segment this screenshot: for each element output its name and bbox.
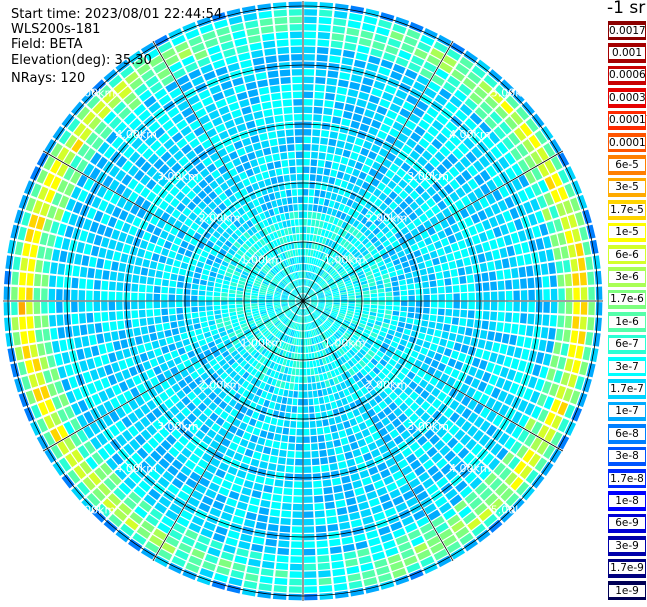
colorbar-level: 6e-9 — [607, 512, 647, 535]
colorbar-level-label: 3e-7 — [609, 360, 645, 373]
colorbar-level: 1e-6 — [607, 311, 647, 333]
colorbar-level: 3e-6 — [607, 266, 647, 288]
colorbar-level-label: 0.0006 — [609, 69, 646, 82]
elevation-label: Elevation(deg): 35.30 — [11, 53, 152, 68]
colorbar-level: 1.7e-9 — [607, 557, 647, 579]
colorbar-level-label: 3e-9 — [609, 539, 645, 552]
range-ring-label: 3.00km — [157, 420, 199, 433]
colorbar-level: 1.7e-6 — [607, 288, 647, 311]
range-ring-label: 5.00km — [491, 86, 533, 99]
range-ring-label: 1.00km — [240, 253, 282, 266]
range-ring-label: 3.00km — [157, 170, 199, 183]
colorbar-level-label: 1.7e-7 — [609, 383, 645, 396]
range-ring-label: 3.00km — [407, 420, 449, 433]
colorbar-level-label: 0.0001 — [609, 136, 646, 149]
colorbar-level: 1e-5 — [607, 221, 647, 243]
colorbar-level-label: 0.00017 — [609, 114, 647, 127]
colorbar-level-label: 0.001 — [609, 47, 645, 60]
colorbar-level: 3e-8 — [607, 445, 647, 467]
range-ring-label: 1.00km — [324, 253, 366, 266]
colorbar-level: 0.00017 — [607, 109, 647, 131]
colorbar-level-label: 6e-7 — [609, 338, 645, 351]
colorbar-level: 3e-9 — [607, 535, 647, 557]
colorbar-level-label: 1e-9 — [609, 584, 645, 597]
colorbar-level: 0.0003 — [607, 87, 647, 109]
field-label: Field: BETA — [11, 37, 83, 52]
range-ring-label: 1.00km — [240, 337, 282, 350]
range-ring-label: 4.00km — [115, 128, 157, 141]
range-ring-label: 2.00km — [366, 212, 408, 225]
colorbar-level: 3e-5 — [607, 176, 647, 199]
range-ring-label: 4.00km — [115, 462, 157, 475]
colorbar-level-label: 3e-5 — [609, 181, 645, 194]
colorbar-level: 6e-5 — [607, 154, 647, 176]
colorbar-level-label: 6e-8 — [609, 427, 645, 440]
range-ring-label: 5.00km — [74, 86, 116, 99]
colorbar-level-label: 6e-9 — [609, 517, 645, 530]
colorbar-unit-label: -1 sr — [607, 0, 646, 18]
colorbar-level: 1.7e-7 — [607, 378, 647, 400]
colorbar-level-label: 0.0003 — [609, 91, 646, 104]
colorbar-level: 3e-7 — [607, 356, 647, 378]
range-ring-label: 2.00km — [199, 378, 241, 391]
start-time-label: Start time: 2023/08/01 22:44:54 — [11, 7, 223, 22]
colorbar-level-label: 1.7e-9 — [609, 562, 645, 575]
range-ring-label: 2.00km — [366, 378, 408, 391]
colorbar-level-label: 1.7e-6 — [609, 293, 645, 306]
colorbar-level-label: 1e-6 — [609, 315, 645, 328]
ppi-scan-plot: 1.00km 2.00km 3.00km 4.00km 5.00km 1.00km 2.00… — [3, 1, 603, 601]
range-grid — [3, 1, 603, 601]
range-ring-label: 4.00km — [449, 462, 491, 475]
colorbar-level-label: 3e-8 — [609, 450, 645, 463]
colorbar-level-label: 1.7e-5 — [609, 203, 645, 216]
range-ring-label: 5.00km — [74, 504, 116, 517]
colorbar-level: 0.0001 — [607, 132, 647, 154]
range-ring-labels: 1.00km 2.00km 3.00km 4.00km 5.00km 1.00km 2.00… — [74, 86, 533, 516]
range-ring-label: 1.00km — [324, 337, 366, 350]
colorbar-level-label: 1e-8 — [609, 495, 645, 508]
colorbar-level: 6e-8 — [607, 423, 647, 445]
range-ring-label: 5.00km — [491, 504, 533, 517]
colorbar-level-label: 1.7e-8 — [609, 472, 645, 485]
colorbar-level: 6e-7 — [607, 333, 647, 355]
colorbar-level-label: 1e-7 — [609, 405, 645, 418]
range-ring-label: 3.00km — [407, 170, 449, 183]
range-ring-label: 4.00km — [449, 128, 491, 141]
colorbar-level: 1e-9 — [607, 580, 647, 602]
colorbar-level-label: 6e-6 — [609, 248, 645, 261]
colorbar-level: 0.0017 — [607, 20, 647, 42]
colorbar-level: 1.7e-8 — [607, 468, 647, 490]
colorbar-level-label: 3e-6 — [609, 271, 645, 284]
colorbar-level-label: 0.0017 — [609, 24, 646, 37]
nrays-label: NRays: 120 — [11, 71, 86, 86]
colorbar-level: 6e-6 — [607, 244, 647, 266]
colorbar-level: 1.7e-5 — [607, 199, 647, 221]
colorbar-level: 0.0006 — [607, 64, 647, 87]
colorbar-level-label: 6e-5 — [609, 159, 645, 172]
colorbar-level-label: 1e-5 — [609, 226, 645, 239]
colorbar-level: 1e-8 — [607, 490, 647, 512]
instrument-label: WLS200s-181 — [11, 22, 101, 37]
colorbar-level: 1e-7 — [607, 400, 647, 423]
range-gates — [3, 1, 603, 601]
colorbar-level: 0.001 — [607, 42, 647, 64]
range-ring-label: 2.00km — [199, 212, 241, 225]
